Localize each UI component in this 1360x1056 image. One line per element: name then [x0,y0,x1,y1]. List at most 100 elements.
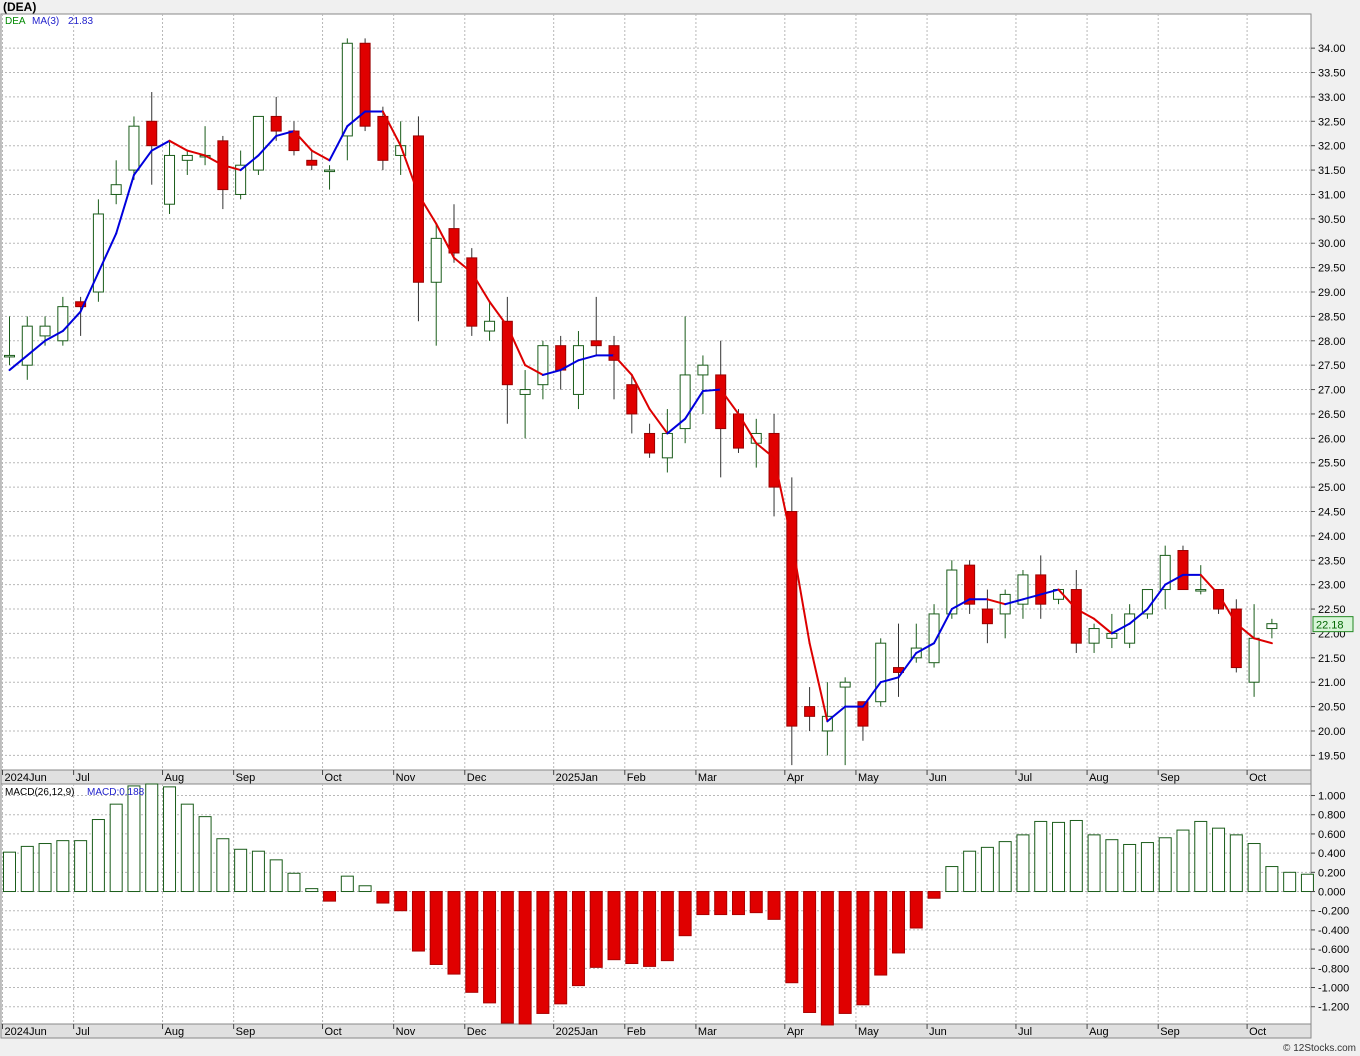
macd-bar [678,891,692,937]
macd-tick-label: 0.800 [1318,810,1346,822]
ma-segment [310,149,331,162]
macd-axis-ticks: 1.000 0.800 0.600 0.400 0.200 0.000 -0.200 -0.4… [1311,791,1349,1014]
ma-segment [417,193,438,225]
x-axis-label: Nov [396,1026,416,1038]
ma-segment [435,222,455,259]
ma-segment [1021,593,1042,601]
macd-bar [216,838,230,893]
ma-segment [1128,608,1149,625]
macd-bar [803,891,817,1013]
ma-segment [97,232,118,274]
macd-bar [838,891,852,1014]
macd-bars [3,783,1314,1026]
ma-segment [1093,617,1113,635]
x-axis-label: Sep [236,1026,256,1038]
macd-grid [1,784,1311,1024]
macd-bar [1123,843,1137,893]
x-axis-label: Mar [698,772,717,784]
candle-body [270,115,282,132]
x-axis-label: Sep [236,772,256,784]
macd-bar [1105,839,1119,893]
candle-body [821,715,833,732]
candle-body [4,354,15,358]
price-grid [1,14,1311,770]
price-tick-label: 33.50 [1318,68,1346,80]
price-panel [0,13,1312,771]
candle-body [21,325,33,366]
ma-line [8,110,1273,723]
candle-body [235,164,247,195]
macd-bar [251,850,265,893]
candle-body [412,135,424,283]
ma-segment [933,608,953,645]
x-axis-label: Apr [787,772,804,784]
candle-body [964,564,976,605]
ma-segment [879,676,900,684]
price-tick-label: 27.50 [1318,360,1346,372]
ma-segment [773,456,793,542]
ma-segment [1004,598,1024,606]
candle-body [839,681,851,688]
macd-bar [554,891,568,1005]
candle-body [572,345,584,395]
ma-segment [1057,588,1078,611]
candle-body [128,125,140,171]
x-axis-label: Jul [76,1026,90,1038]
candle-body [1088,628,1100,644]
ma-segment [132,149,153,176]
x-axis-label: Sep [1160,772,1180,784]
macd-bar [1069,819,1083,893]
candle-body [306,159,318,166]
macd-bar [518,891,532,1025]
price-tick-label: 20.00 [1318,726,1346,738]
price-x-axis-labels: 2024Jun Jul Aug Sep Oct Nov Dec 2025Jan Feb Mar Ap… [2,770,1266,784]
price-tick-label: 31.50 [1318,165,1346,177]
macd-bar [3,851,16,893]
x-axis-label: Oct [1249,1026,1266,1038]
candle-body [484,320,496,332]
candle-body [928,613,940,664]
macd-x-axis-labels: 2024Jun Jul Aug Sep Oct Nov Dec 2025Jan Feb Mar Ap… [2,1024,1266,1038]
candles [4,38,1278,766]
macd-bar [429,891,443,965]
ma-segment [26,339,47,357]
macd-bar [1212,827,1226,893]
candle-body [1035,574,1047,605]
candle-body [661,432,673,459]
candle-body [679,374,691,430]
ma-segment [61,310,82,333]
price-tick-label: 20.50 [1318,702,1346,714]
ma-segment [292,130,313,152]
macd-bar [1265,866,1279,893]
macd-bar [714,891,728,916]
ma-segment [168,139,189,152]
macd-bar [1300,873,1314,893]
ma-segment [541,369,562,376]
macd-bar [340,875,354,893]
price-tick-label: 28.00 [1318,336,1346,348]
macd-tick-label: -0.800 [1318,963,1349,975]
x-axis-label: Oct [1249,772,1266,784]
macd-tick-label: 0.600 [1318,829,1346,841]
candle-body [1159,554,1171,591]
ma-segment [346,110,367,128]
price-tick-label: 34.00 [1318,43,1346,55]
ma-value: 21.83 [68,16,93,27]
macd-bar [1034,820,1048,893]
candle-body [590,340,602,347]
macd-bar [660,891,674,962]
x-axis-label: May [858,1026,879,1038]
macd-bar [287,872,301,893]
macd-bar [109,803,123,893]
macd-bar [127,785,141,893]
macd-bar [874,891,888,976]
macd-bar [856,891,870,1006]
candle-body [466,257,478,327]
ma-segment [221,164,242,172]
candle-body [608,345,620,361]
macd-tick-label: -0.200 [1318,906,1349,918]
macd-bar [394,891,408,912]
x-axis-label: 2024Jun [5,772,47,784]
macd-bar [234,848,248,893]
